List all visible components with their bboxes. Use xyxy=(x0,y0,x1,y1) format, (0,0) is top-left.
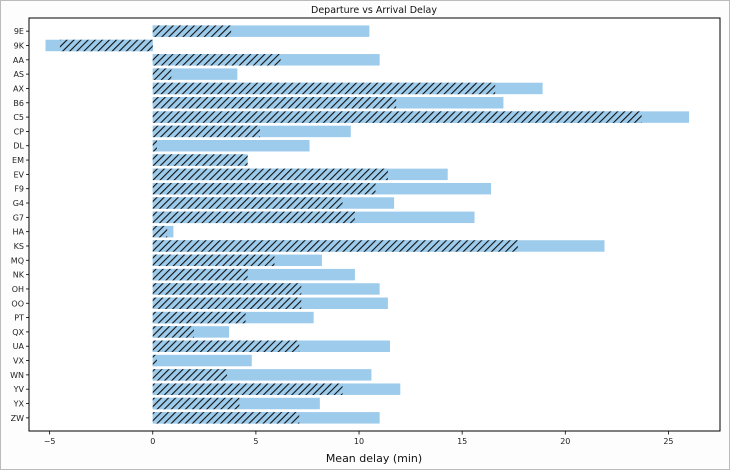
y-tick-label-g4: G4 xyxy=(13,199,24,208)
y-tick-label-nk: NK xyxy=(13,271,25,280)
plot-area xyxy=(28,17,721,432)
y-tick-label-as: AS xyxy=(13,70,24,79)
y-tick-label-ha: HA xyxy=(13,228,25,237)
x-tick-label: 10 xyxy=(354,437,364,446)
chart-title: Departure vs Arrival Delay xyxy=(311,5,437,16)
y-tick-label-oh: OH xyxy=(12,285,24,294)
y-tick-label-c5: C5 xyxy=(13,113,24,122)
y-tick-label-ax: AX xyxy=(13,84,24,93)
bar-solid-vx xyxy=(152,354,252,367)
bar-hatched-mq xyxy=(152,254,275,267)
bar-hatched-ev xyxy=(152,168,388,181)
y-tick-label-9e: 9E xyxy=(14,27,24,36)
x-tick-label: −5 xyxy=(44,437,56,446)
bar-hatched-oh xyxy=(152,283,302,295)
bar-hatched-g7 xyxy=(152,211,355,224)
y-tick-label-wn: WN xyxy=(10,371,24,380)
y-axis-ticks: 9E 9K AA AS AX B6 C5 CP DL EM EV F9 G4 G7 HA KS MQ NK OH OO… xyxy=(10,27,29,423)
x-tick-label: 0 xyxy=(150,437,155,446)
y-tick-label-b6: B6 xyxy=(13,99,24,108)
bar-hatched-yv xyxy=(152,383,343,395)
bar-hatched-nk xyxy=(152,268,248,281)
y-tick-label-ev: EV xyxy=(13,170,24,179)
bar-hatched-em xyxy=(152,154,248,166)
y-tick-label-em: EM xyxy=(12,156,24,165)
y-tick-label-f9: F9 xyxy=(14,185,24,194)
bar-hatched-f9 xyxy=(152,182,376,195)
y-tick-label-yx: YX xyxy=(13,400,25,409)
bar-hatched-aa xyxy=(152,54,281,66)
bar-hatched-pt xyxy=(152,311,246,324)
x-tick-label: 15 xyxy=(457,437,467,446)
bar-hatched-oo xyxy=(152,297,302,309)
x-axis-ticks: −5 0 5 10 15 20 25 xyxy=(44,431,674,446)
departure-delay-bars xyxy=(59,25,642,424)
y-tick-label-qx: QX xyxy=(12,328,24,337)
bar-solid-as xyxy=(152,68,238,80)
x-tick-label: 5 xyxy=(253,437,258,446)
bar-hatched-wn xyxy=(152,369,228,381)
x-axis-label: Mean delay (min) xyxy=(326,452,422,465)
y-tick-label-g7: G7 xyxy=(13,213,24,222)
bar-hatched-qx xyxy=(152,326,195,338)
y-tick-label-cp: CP xyxy=(14,127,25,136)
y-tick-label-9k: 9K xyxy=(14,41,25,50)
bar-hatched-9k xyxy=(59,39,153,52)
bar-hatched-g4 xyxy=(152,197,343,209)
bar-hatched-b6 xyxy=(152,97,397,109)
y-tick-label-aa: AA xyxy=(13,56,25,65)
bar-solid-wn xyxy=(152,369,372,381)
x-tick-label: 25 xyxy=(663,437,673,446)
x-tick-label: 20 xyxy=(560,437,570,446)
bar-hatched-ax xyxy=(152,82,496,95)
y-tick-label-yv: YV xyxy=(13,385,25,394)
y-tick-label-dl: DL xyxy=(13,142,24,151)
bar-hatched-ha xyxy=(152,225,168,238)
y-tick-label-ua: UA xyxy=(13,342,25,351)
y-tick-label-ks: KS xyxy=(14,242,24,251)
bar-hatched-zw xyxy=(152,412,300,424)
bar-solid-nk xyxy=(152,268,355,281)
y-tick-label-pt: PT xyxy=(14,314,24,323)
bar-solid-dl xyxy=(152,140,310,152)
y-tick-label-zw: ZW xyxy=(11,414,24,423)
bar-hatched-dl xyxy=(152,140,157,152)
y-tick-label-vx: VX xyxy=(13,357,24,366)
bar-hatched-ua xyxy=(152,340,300,352)
bar-hatched-cp xyxy=(152,125,261,138)
bar-hatched-c5 xyxy=(152,111,642,123)
bar-hatched-ks xyxy=(152,240,518,252)
bar-hatched-9e xyxy=(152,25,232,37)
bar-solid-9e xyxy=(152,25,370,37)
y-tick-label-mq: MQ xyxy=(11,256,24,265)
bar-hatched-yx xyxy=(152,397,240,410)
y-tick-label-oo: OO xyxy=(11,299,24,308)
bar-hatched-as xyxy=(152,68,172,80)
bar-hatched-vx xyxy=(152,354,157,367)
